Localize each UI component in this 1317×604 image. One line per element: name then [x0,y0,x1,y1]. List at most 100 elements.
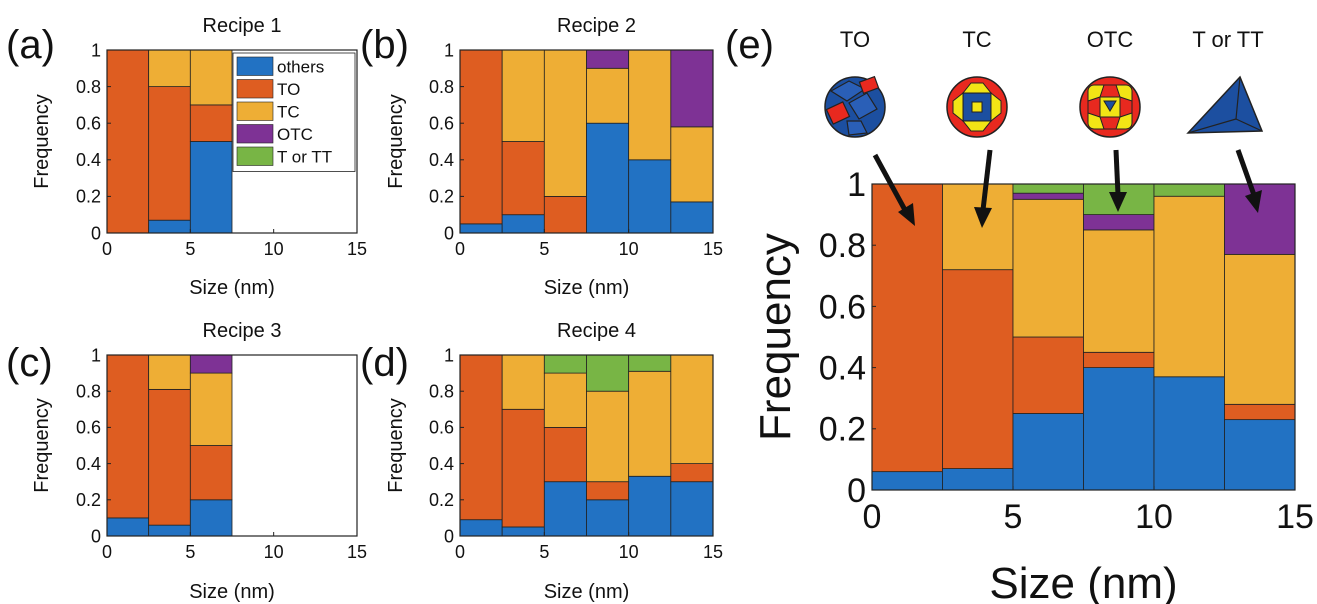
truncated-octahedron-icon [824,75,886,138]
bar-segment [501,141,545,216]
legend-label: others [277,58,324,77]
bar-segment [543,195,587,234]
bar-segment [670,354,714,464]
bar-segment [459,49,503,225]
bar-segment [871,471,943,491]
plot-frame [106,49,358,234]
y-tick-label: 0 [91,223,101,243]
bar-segment [628,354,672,372]
x-tick-label: 15 [1276,498,1314,536]
y-tick-label: 0.6 [819,288,866,326]
legend-label: OTC [277,125,313,144]
bar-segment [106,517,150,537]
bar-segment [586,122,630,234]
x-axis-label: Size (nm) [544,277,630,299]
x-tick-label: 15 [703,239,723,259]
panel-label-e: (e) [725,23,774,67]
bar-segment [586,499,630,537]
y-tick-label: 0.6 [76,114,101,134]
legend-label: T or TT [277,148,332,167]
bar-segment [148,354,191,390]
y-tick-label: 0.2 [429,490,454,510]
chart-title: Recipe 3 [203,320,282,342]
y-tick-label: 0.8 [76,77,101,97]
bar-segment [1153,376,1225,491]
bar-segment [586,67,630,124]
bar-segment [670,463,714,483]
bar-segment [501,354,545,410]
plot-frame [871,183,1296,491]
panel-label-b: (b) [360,23,409,67]
panel-label-a: (a) [6,23,55,67]
bar-segment [543,49,587,197]
bar-segment [628,159,672,234]
bar-segment [628,49,672,161]
x-tick-label: 0 [455,542,465,562]
tetrahedron-icon [1186,75,1264,134]
bar-segment [586,481,630,501]
x-tick-label: 10 [619,542,639,562]
y-tick-label: 0.4 [429,150,454,170]
bar-segment [501,526,545,537]
bar-segment [871,183,943,473]
y-axis-label: Frequency [385,398,407,493]
y-tick-label: 1 [444,345,454,365]
bar-segment [1153,183,1225,197]
x-tick-label: 10 [264,542,284,562]
bar-segment [148,524,191,537]
x-tick-label: 0 [102,542,112,562]
chart-title: Recipe 2 [557,15,636,37]
y-tick-label: 0 [847,472,866,510]
legend-swatch [236,79,274,99]
bar-segment [543,354,587,374]
y-tick-label: 0 [91,526,101,546]
x-tick-label: 5 [185,239,195,259]
y-tick-label: 0 [444,223,454,243]
plot-frame [459,354,714,537]
y-tick-label: 0 [444,526,454,546]
bar-segment [942,468,1014,491]
legend-swatch [236,101,274,121]
x-tick-label: 5 [1004,498,1023,536]
bar-segment [670,49,714,128]
y-axis-label: Frequency [751,233,800,441]
bar-segment [1012,336,1084,414]
x-axis-label: Size (nm) [189,581,275,603]
chart-title: Recipe 1 [203,15,282,37]
y-tick-label: 0.4 [76,454,101,474]
bar-segment [586,354,630,392]
bar-segment [1083,229,1155,353]
legend: others TO TC OTC T or TT [232,52,356,172]
y-tick-label: 0.6 [429,418,454,438]
bar-segment [1012,192,1084,200]
bar-segment [189,372,233,446]
bar-segment [459,519,503,537]
x-axis-label: Size (nm) [544,581,630,603]
y-tick-label: 0.2 [76,490,101,510]
bar-segment [543,372,587,428]
x-tick-label: 5 [539,239,549,259]
y-axis-label: Frequency [31,398,53,493]
bar-segment [543,426,587,483]
bar-segment [1224,403,1296,421]
bar-segment [1224,253,1296,405]
y-tick-label: 1 [91,345,101,365]
bar-segment [106,354,150,519]
bar-segment [189,445,233,501]
shape-label-to: TO [840,27,870,52]
legend-swatch [236,146,274,166]
bar-segment [942,269,1014,469]
bar-segment [628,475,672,537]
x-tick-label: 5 [539,542,549,562]
bar-segment [459,354,503,521]
shape-label-tc: TC [962,27,991,52]
y-axis-label: Frequency [385,94,407,189]
x-tick-label: 10 [1135,498,1173,536]
bar-segment [106,49,150,234]
x-tick-label: 0 [102,239,112,259]
bar-segment [501,214,545,234]
bar-segment [628,370,672,477]
